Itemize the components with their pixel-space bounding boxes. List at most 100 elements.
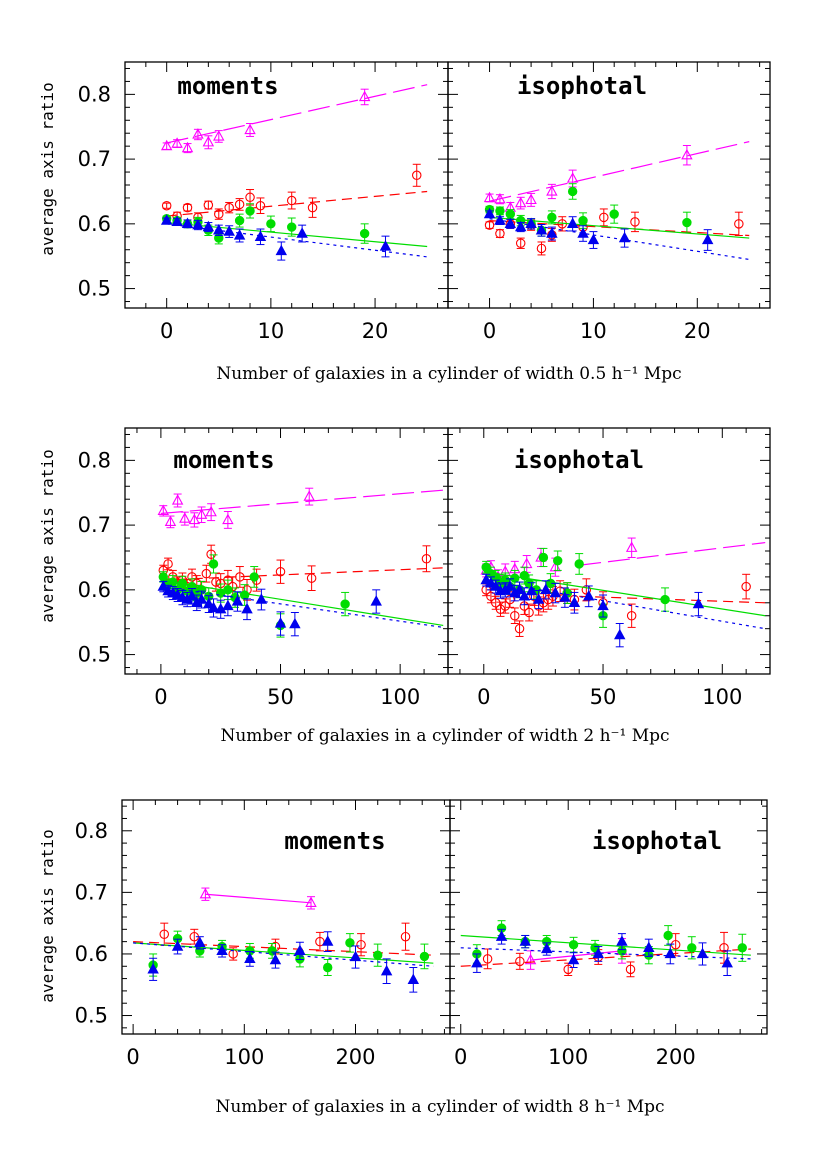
fit-line xyxy=(160,489,444,515)
x-tick-label: 100 xyxy=(224,1045,264,1069)
data-point xyxy=(380,964,393,976)
data-point xyxy=(519,935,531,946)
data-point xyxy=(179,512,191,523)
data-point xyxy=(224,202,234,213)
data-point xyxy=(206,549,216,559)
data-point xyxy=(296,227,308,238)
chart-row-1: average axis ratio Number of galaxies in… xyxy=(38,61,771,384)
data-point xyxy=(518,589,531,601)
data-point xyxy=(504,217,517,228)
data-point xyxy=(549,586,562,598)
data-point xyxy=(192,128,204,139)
x-tick-label: 100 xyxy=(380,685,420,709)
data-point xyxy=(231,595,244,606)
data-point xyxy=(546,185,558,196)
panel-data xyxy=(483,141,750,261)
data-point xyxy=(222,599,234,611)
data-point xyxy=(597,599,609,611)
data-point xyxy=(587,233,600,245)
data-point xyxy=(233,229,246,240)
y-tick-label: 0.5 xyxy=(78,277,111,301)
data-point xyxy=(203,597,215,609)
y-tick-label: 0.6 xyxy=(78,212,111,236)
data-point xyxy=(618,231,631,243)
data-point xyxy=(294,944,306,956)
panel-isophotal-row-1: 0 10 20 isophotal xyxy=(447,61,771,343)
data-point xyxy=(681,148,693,160)
data-point xyxy=(289,617,301,629)
data-point xyxy=(568,940,579,950)
data-point xyxy=(626,610,637,621)
panel-moments-row-2: 0 50 100 0.5 0.6 0.7 0.8 moments xyxy=(78,427,449,709)
data-point xyxy=(692,597,705,609)
data-point xyxy=(687,943,697,953)
y-tick-label: 0.8 xyxy=(75,819,108,843)
data-point xyxy=(201,568,212,579)
data-point xyxy=(159,929,170,939)
data-point xyxy=(287,222,297,232)
panel-data xyxy=(480,537,766,648)
fit-line xyxy=(489,141,750,202)
data-point xyxy=(171,215,183,227)
data-point xyxy=(500,601,510,611)
panel-label: moments xyxy=(173,446,274,474)
data-point xyxy=(510,610,520,621)
data-point xyxy=(568,596,581,607)
data-point xyxy=(547,212,557,223)
data-point xyxy=(205,505,217,517)
data-point xyxy=(538,552,549,563)
panel-data xyxy=(133,887,434,993)
data-point xyxy=(525,193,537,205)
y-tick-label: 0.5 xyxy=(75,1004,108,1028)
data-point xyxy=(515,238,526,249)
data-point xyxy=(505,209,516,219)
data-point xyxy=(286,195,297,206)
data-point xyxy=(267,946,277,956)
data-point xyxy=(275,566,286,577)
x-tick-label: 10 xyxy=(580,319,607,343)
data-point xyxy=(625,964,636,975)
x-tick-label: 200 xyxy=(656,1045,696,1069)
data-point xyxy=(494,214,506,225)
data-point xyxy=(505,594,515,605)
data-point xyxy=(245,206,255,216)
data-point xyxy=(379,240,392,251)
data-point xyxy=(495,604,506,615)
data-point xyxy=(213,223,225,235)
data-point xyxy=(737,943,747,953)
data-point xyxy=(483,207,496,219)
data-point xyxy=(322,962,333,973)
data-point xyxy=(482,954,493,964)
data-point xyxy=(514,196,527,208)
data-point xyxy=(566,217,579,228)
data-point xyxy=(421,554,432,564)
data-point xyxy=(419,951,430,962)
data-point xyxy=(171,494,184,505)
data-point xyxy=(514,220,527,232)
x-tick-label: 0 xyxy=(454,1045,467,1069)
data-point xyxy=(181,217,194,228)
data-point xyxy=(241,602,253,614)
fit-line xyxy=(166,190,428,217)
data-point xyxy=(306,573,317,583)
data-point xyxy=(194,936,206,948)
data-point xyxy=(532,593,545,604)
fit-line xyxy=(579,541,766,566)
x-tick-label: 200 xyxy=(335,1045,375,1069)
data-point xyxy=(664,947,677,959)
fit-line xyxy=(530,950,622,961)
data-point xyxy=(563,964,573,975)
data-point xyxy=(202,220,215,232)
panel-label: isophotal xyxy=(592,827,722,855)
data-point xyxy=(239,590,250,600)
x-tick-label: 0 xyxy=(160,319,173,343)
data-point xyxy=(245,192,255,203)
data-point xyxy=(235,572,245,582)
fit-line xyxy=(133,942,434,967)
panel-moments-row-3: 0 100 200 0.5 0.6 0.7 0.8 moments xyxy=(75,799,451,1069)
data-point xyxy=(514,623,525,634)
x-tick-label: 50 xyxy=(267,685,294,709)
data-point xyxy=(519,570,530,581)
data-point xyxy=(515,956,525,967)
